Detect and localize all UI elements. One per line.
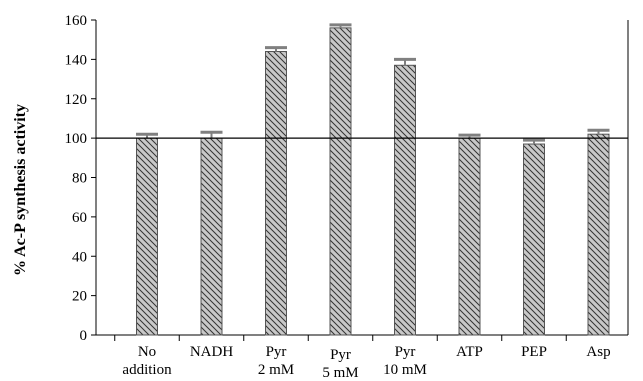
y-tick-label: 40 [72,249,87,265]
x-category-label: 10 mM [383,362,427,378]
bar [458,137,481,336]
x-category-label: No [138,344,156,360]
y-tick-label: 80 [72,171,87,187]
y-tick-label: 140 [65,52,88,68]
labels: 0 20 40 60 80 100 120 140 160 No addition NADH Pyr 2 … [65,13,611,381]
x-category-label: addition [122,362,172,378]
bar [136,137,158,336]
axes [91,19,629,341]
y-axis-label: % Ac-P synthesis activity [12,104,29,276]
x-category-label: Asp [586,344,610,360]
x-category-label: Pyr [330,347,351,363]
x-category-label: PEP [521,344,547,360]
y-tick-label: 20 [72,289,87,305]
bar [329,27,352,336]
x-category-label: Pyr [395,344,416,360]
bars [96,23,628,336]
x-category-label: NADH [190,344,233,360]
bar [200,137,223,336]
x-category-label: 2 mM [258,362,294,378]
bar [587,133,610,336]
y-tick-label: 100 [65,131,88,147]
x-category-label: 5 mM [322,365,358,381]
y-tick-label: 160 [65,13,88,29]
bar [523,143,545,336]
y-tick-label: 60 [72,210,87,226]
y-tick-label: 0 [80,328,88,344]
x-category-label: ATP [456,344,483,360]
bar [265,51,287,336]
y-tick-label: 120 [65,92,88,108]
bar [394,64,416,336]
x-category-label: Pyr [266,344,287,360]
